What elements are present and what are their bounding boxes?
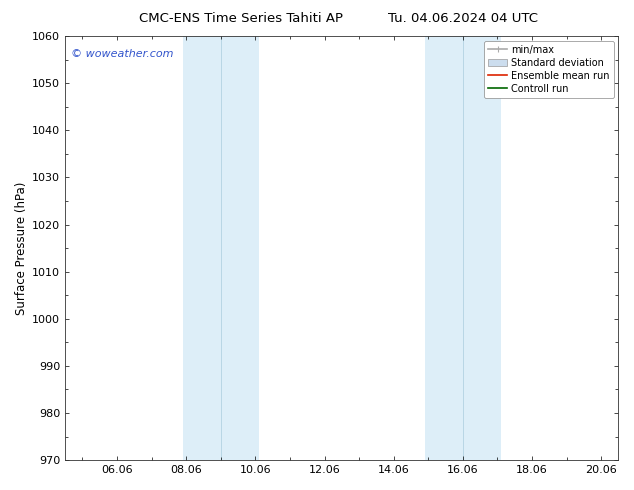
Text: Tu. 04.06.2024 04 UTC: Tu. 04.06.2024 04 UTC	[388, 12, 538, 25]
Y-axis label: Surface Pressure (hPa): Surface Pressure (hPa)	[15, 181, 28, 315]
Bar	[463, 36, 501, 460]
Bar	[221, 36, 259, 460]
Text: CMC-ENS Time Series Tahiti AP: CMC-ENS Time Series Tahiti AP	[139, 12, 343, 25]
Legend: min/max, Standard deviation, Ensemble mean run, Controll run: min/max, Standard deviation, Ensemble me…	[484, 41, 614, 98]
Bar	[183, 36, 221, 460]
Text: © woweather.com: © woweather.com	[70, 49, 173, 59]
Bar	[425, 36, 463, 460]
